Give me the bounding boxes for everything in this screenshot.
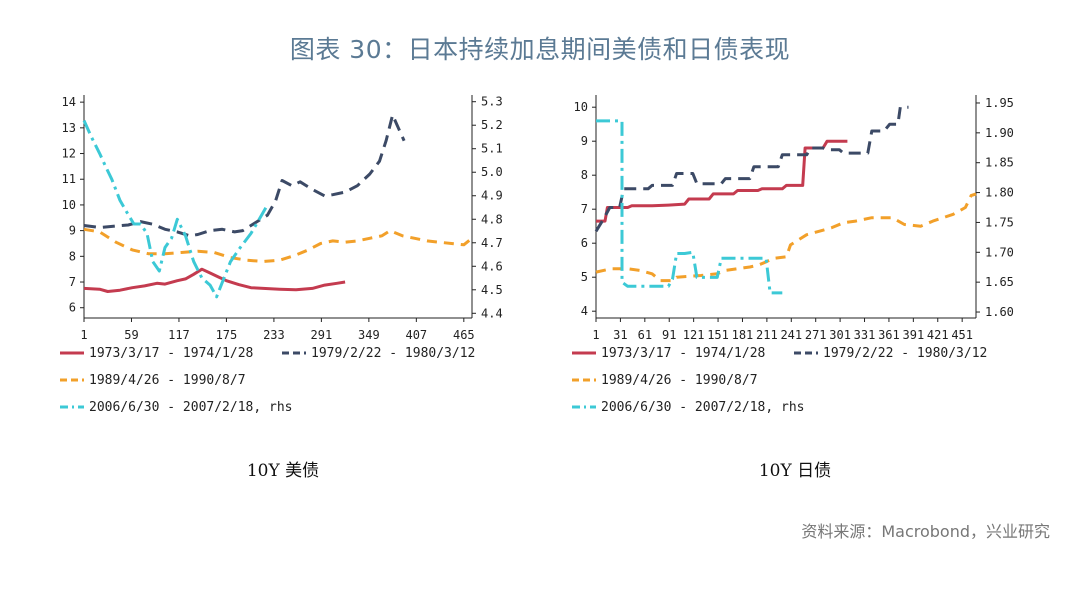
y-tick-label-left: 4	[581, 304, 588, 318]
y-tick-label-right: 1.85	[985, 156, 1014, 170]
x-tick-label: 421	[927, 328, 949, 342]
legend-label-1: 1973/3/17 - 1974/1/28	[89, 346, 253, 361]
y-tick-label-right: 5.0	[481, 165, 503, 179]
source-note: 资料来源：Macrobond，兴业研究	[801, 522, 1050, 541]
legend-label-2: 1979/2/22 - 1980/3/12	[311, 346, 475, 361]
y-tick-label-right: 4.8	[481, 212, 503, 226]
chart-2: 10 9 8 7 6 5 4 1.95 1.90 1.85 1.80 1.75 1.70 1.65 1.60…	[572, 95, 1014, 481]
x-tick-label: 91	[662, 328, 676, 342]
y-tick-label-right: 1.60	[985, 305, 1014, 319]
y-tick-label-right: 1.90	[985, 126, 1014, 140]
y-tick-label-right: 4.9	[481, 189, 503, 203]
y-tick-label-left: 10	[62, 198, 76, 212]
chart-caption: 10Y 日债	[759, 461, 831, 481]
x-tick-label: 465	[453, 328, 475, 342]
y-tick-label-right: 1.65	[985, 275, 1014, 289]
y-tick-label-left: 14	[62, 95, 76, 109]
y-tick-label-left: 5	[581, 270, 588, 284]
y-tick-label-left: 6	[69, 301, 76, 315]
series-line-3	[83, 227, 473, 263]
x-tick-label: 61	[638, 328, 652, 342]
x-tick-label: 451	[951, 328, 973, 342]
y-tick-label-right: 4.6	[481, 259, 503, 273]
legend-label-4: 2006/6/30 - 2007/2/18, rhs	[601, 400, 805, 415]
legend-label-1: 1973/3/17 - 1974/1/28	[601, 346, 765, 361]
x-tick-label: 181	[732, 328, 754, 342]
y-tick-label-right: 5.1	[481, 142, 503, 156]
y-tick-label-right: 4.7	[481, 236, 503, 250]
x-tick-label: 391	[903, 328, 925, 342]
y-tick-label-right: 5.2	[481, 118, 503, 132]
y-tick-label-left: 8	[581, 168, 588, 182]
y-tick-label-right: 5.3	[481, 95, 503, 109]
series-line-2	[83, 113, 406, 238]
series-line-2	[594, 105, 909, 233]
series-line-1	[83, 267, 346, 293]
chart-caption: 10Y 美债	[247, 461, 319, 481]
series-line-1	[596, 139, 848, 223]
y-tick-label-left: 12	[62, 147, 76, 161]
y-tick-label-left: 7	[581, 202, 588, 216]
y-tick-label-right: 1.80	[985, 186, 1014, 200]
y-tick-label-right: 4.5	[481, 283, 503, 297]
y-tick-label-right: 1.75	[985, 215, 1014, 229]
x-tick-label: 241	[780, 328, 802, 342]
x-tick-label: 59	[124, 328, 138, 342]
x-tick-label: 349	[358, 328, 380, 342]
x-tick-label: 117	[168, 328, 190, 342]
y-tick-label-right: 1.95	[985, 96, 1014, 110]
legend-label-2: 1979/2/22 - 1980/3/12	[823, 346, 987, 361]
series-line-3	[595, 192, 977, 283]
x-tick-label: 331	[854, 328, 876, 342]
x-tick-label: 271	[805, 328, 827, 342]
x-tick-label: 211	[756, 328, 778, 342]
x-tick-label: 361	[878, 328, 900, 342]
y-tick-label-left: 8	[69, 249, 76, 263]
page-title: 图表 30：日本持续加息期间美债和日债表现	[289, 35, 791, 64]
x-tick-label: 1	[80, 328, 87, 342]
y-tick-label-left: 9	[581, 134, 588, 148]
y-tick-label-left: 13	[62, 121, 76, 135]
x-tick-label: 407	[405, 328, 427, 342]
y-tick-label-left: 11	[62, 172, 76, 186]
x-tick-label: 301	[829, 328, 851, 342]
x-tick-label: 151	[707, 328, 729, 342]
series-line-4	[596, 119, 783, 295]
x-tick-label: 121	[683, 328, 705, 342]
y-tick-label-right: 4.4	[481, 306, 503, 320]
y-tick-label-left: 9	[69, 224, 76, 238]
chart-1: 14 13 12 11 10 9 8 7 6 5.3 5.2 5.1 5.0 4.9 4.8 4.7 4.6 4.…	[60, 95, 503, 481]
y-tick-label-left: 7	[69, 275, 76, 289]
legend-label-3: 1989/4/26 - 1990/8/7	[89, 373, 246, 388]
y-tick-label-left: 6	[581, 236, 588, 250]
x-tick-label: 175	[216, 328, 238, 342]
series-line-4	[82, 119, 269, 299]
y-tick-label-left: 10	[574, 100, 588, 114]
x-tick-label: 31	[613, 328, 627, 342]
legend-label-3: 1989/4/26 - 1990/8/7	[601, 373, 758, 388]
x-tick-label: 1	[592, 328, 599, 342]
legend-label-4: 2006/6/30 - 2007/2/18, rhs	[89, 400, 293, 415]
x-tick-label: 291	[311, 328, 333, 342]
y-tick-label-right: 1.70	[985, 245, 1014, 259]
x-tick-label: 233	[263, 328, 285, 342]
